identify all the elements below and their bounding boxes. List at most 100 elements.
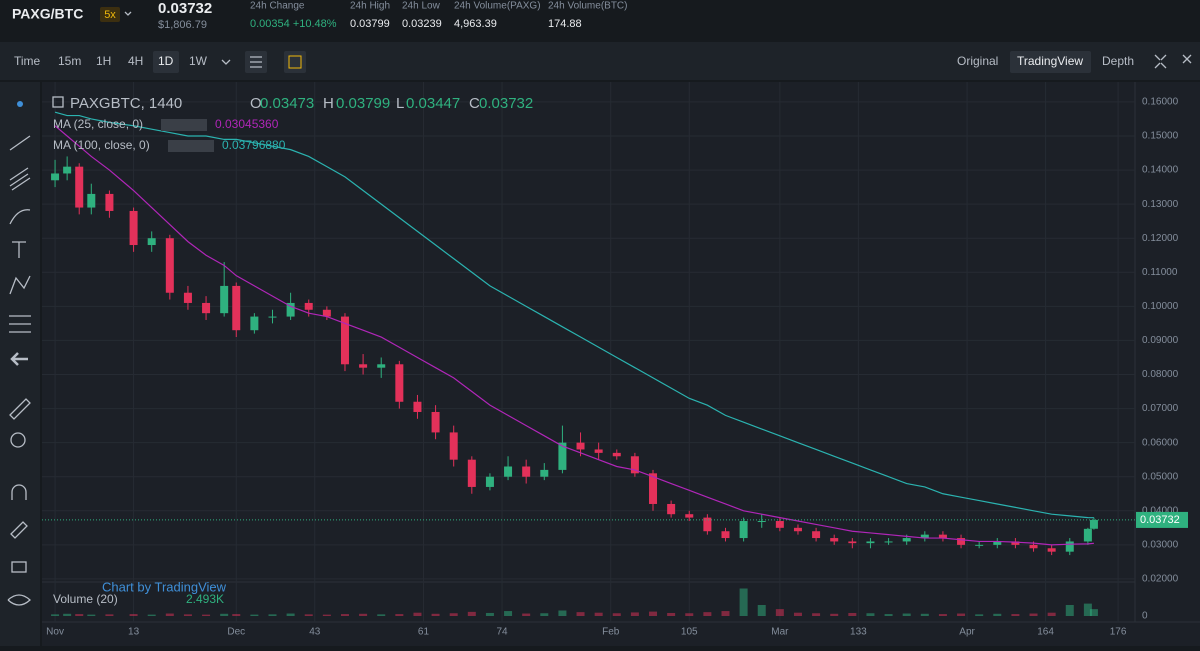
draw-mode[interactable] [10,521,28,539]
candle-body [938,534,947,539]
volume-tick-label: 0 [1142,611,1148,622]
volume-bar [594,612,603,616]
candle-body [359,364,368,368]
pattern-tool[interactable] [9,275,31,295]
close[interactable] [1182,54,1192,64]
stat-label: 24h Volume(BTC) [548,1,627,12]
candle-body [286,302,295,317]
candle-body [1029,544,1038,549]
volume-bar [812,613,821,616]
x-tick-label: Feb [602,627,620,638]
legend-toggle[interactable] [52,96,64,108]
fullscreen[interactable] [1154,54,1167,69]
interval[interactable]: 1D [158,54,174,68]
y-tick-label: 0.09000 [1142,335,1179,346]
brush-tool[interactable] [9,209,31,225]
ma-legend-value: 0.03045360 [215,117,279,131]
volume-bar [1083,603,1092,616]
volume-legend-name: Volume (20) [53,592,118,606]
line-tool[interactable] [9,135,31,151]
y-tick-label: 0.12000 [1142,233,1179,244]
interval[interactable]: 15m [58,54,81,68]
volume-bar [359,613,368,616]
candle-body [667,503,676,515]
y-tick-label: 0.11000 [1142,267,1178,278]
indicator-icon [288,55,302,69]
candle-body [304,302,313,310]
x-tick-label: Dec [227,627,245,638]
text-tool[interactable] [12,241,26,258]
magnet-tool[interactable] [11,484,27,500]
leverage-badge [100,7,120,22]
y-tick-label: 0.15000 [1142,131,1179,142]
interval-more[interactable] [221,59,231,65]
volume-bar [649,611,658,616]
indicator-btn[interactable] [284,51,306,73]
candle-body [522,466,531,477]
volume-bar [793,612,802,616]
volume-bar [63,613,72,616]
view-tab[interactable]: Depth [1102,54,1134,68]
candle-body [812,531,821,539]
toolbar-bg [0,42,1200,80]
cursor-tool[interactable] [17,101,23,107]
measure-tool[interactable] [9,398,31,420]
visibility-tool[interactable] [7,594,31,606]
settings-icon [250,56,262,68]
back-tool[interactable] [10,352,28,366]
candle-body [540,469,549,477]
view-tab[interactable]: Original [957,54,998,68]
x-tick-label: 13 [128,627,140,638]
interval[interactable]: 1W [189,54,208,68]
y-tick-label: 0.10000 [1142,301,1179,312]
volume-bar [830,613,839,616]
tool-sidebar [0,82,40,646]
x-tick-label: Mar [771,627,789,638]
zoom-tool[interactable] [10,432,26,448]
interval[interactable]: 1H [96,54,111,68]
ohlc-value: 0.03799 [336,95,390,112]
fib-tool[interactable] [9,167,31,191]
ma-line [54,111,1094,519]
volume-legend-value: 2.493K [186,592,224,606]
candle-body [322,309,331,317]
volume-bar [866,613,875,616]
prediction-tool[interactable] [9,315,31,333]
candle-body [1047,548,1056,552]
lock-tool[interactable] [11,561,27,573]
candle-body [703,517,712,532]
y-tick-label: 0.05000 [1142,471,1179,482]
candle-body [220,285,229,314]
y-tick-label: 0.02000 [1142,574,1179,585]
candle-body [902,538,911,542]
volume-bar [1029,613,1038,616]
x-tick-label: Nov [46,627,64,638]
candle-body [413,401,422,412]
candle-body [558,442,567,470]
candle-body [884,541,893,543]
candle-body [431,411,440,433]
candle-body [63,166,72,174]
candle-body [685,514,694,518]
x-tick-label: 43 [309,627,321,638]
volume-bar [431,613,440,616]
candle-body [75,166,84,208]
volume-bar [1047,612,1056,616]
volume-bar [467,611,476,616]
volume-bar [105,614,114,616]
stat-label: 24h Volume(PAXG) [454,1,541,12]
stat-value: 4,963.39 [454,18,497,30]
interval[interactable]: 4H [128,54,143,68]
candle-body [147,238,156,246]
y-tick-label: 0.16000 [1142,97,1179,108]
volume-bar [449,613,458,616]
volume-bar [232,614,241,616]
volume-bar [147,614,156,616]
view-tab[interactable]: TradingView [1017,54,1083,68]
dropdown[interactable] [124,11,132,16]
pair[interactable]: PAXG/BTC [12,6,83,22]
candle-body [1065,541,1074,552]
x-tick-label: 133 [850,627,867,638]
ohlc-value: 0.03447 [406,95,460,112]
